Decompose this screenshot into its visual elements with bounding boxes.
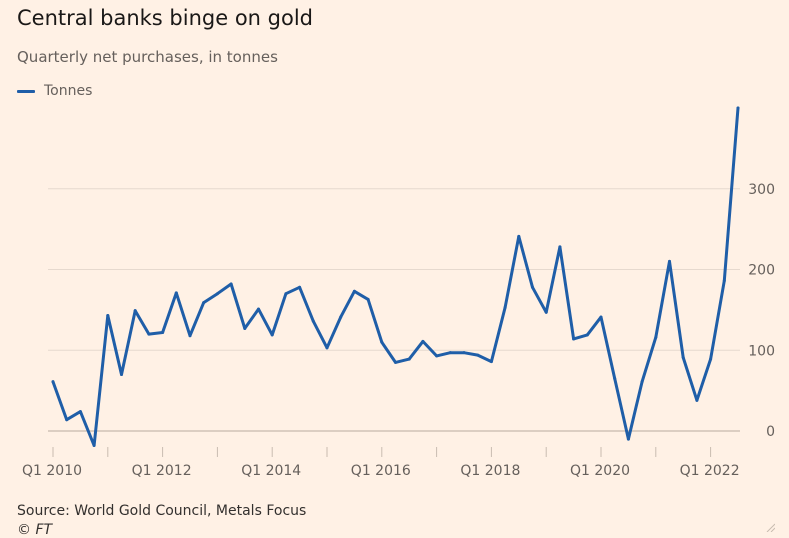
data-point [626,437,630,441]
data-point [503,305,507,309]
data-point [736,106,740,110]
data-point [133,309,137,313]
source-note: Source: World Gold Council, Metals Focus [17,503,307,519]
y-tick-label-200: 200 [748,263,775,279]
data-point [476,353,480,357]
chart-legend: Tonnes [17,82,92,100]
data-point [243,326,247,330]
x-tick-label: Q1 2014 [241,463,301,479]
data-point [311,319,315,323]
data-point [462,351,466,355]
data-point [709,357,713,361]
data-point [489,360,493,364]
data-point [339,315,343,319]
data-point [407,357,411,361]
data-point [257,307,260,311]
data-point [120,372,123,376]
grid-lines [48,188,740,351]
data-point [654,335,658,339]
data-point [174,291,178,295]
y-axis-labels: 0 100 200 300 [748,182,775,440]
data-point [695,398,699,402]
legend-label: Tonnes [44,83,93,99]
data-point [229,282,233,286]
data-point [599,315,603,319]
data-point [380,340,384,344]
resize-grip-icon [766,523,775,532]
data-point [448,351,452,355]
data-point [298,285,302,289]
series-layer [51,106,740,448]
data-point [394,360,397,364]
data-point [78,410,82,414]
data-point [585,333,589,337]
data-point [421,339,425,343]
data-point [65,418,69,422]
data-point [366,297,370,301]
chart-subtitle: Quarterly net purchases, in tonnes [17,48,278,66]
data-point [215,292,219,296]
data-point [270,333,274,337]
y-tick-label-100: 100 [748,343,775,359]
data-point [161,330,165,334]
data-point [544,310,548,314]
data-point [558,245,562,249]
data-point [106,314,110,318]
data-point [352,289,356,293]
x-tick-label: Q1 2018 [460,463,520,479]
data-point [284,292,288,296]
data-point [613,377,617,381]
data-point [531,285,534,289]
data-point [325,346,329,350]
data-point [517,234,521,238]
data-point [722,279,726,283]
data-point [640,380,644,384]
data-point [147,332,151,336]
x-axis [48,430,740,457]
legend-swatch [17,89,35,93]
data-point [681,356,685,360]
series-line-tonnes [51,106,740,447]
x-tick-label: Q1 2010 [22,463,82,479]
x-tick-label: Q1 2012 [132,463,192,479]
x-axis-labels: Q1 2010 Q1 2012 Q1 2014 Q1 2016 Q1 2018 Q1 20… [22,463,740,479]
data-point [51,380,55,384]
data-point [202,301,206,305]
x-tick-label: Q1 2016 [351,463,411,479]
data-point [668,259,671,263]
data-point [572,337,576,341]
copyright-note: © FT [17,522,53,538]
x-tick-label: Q1 2020 [570,463,630,479]
data-point [188,334,192,338]
chart-title: Central banks binge on gold [17,6,313,30]
data-point [92,444,96,448]
data-point [435,354,439,358]
y-tick-label-300: 300 [748,182,775,198]
x-tick-label: Q1 2022 [680,463,740,479]
y-tick-label-0: 0 [766,424,775,440]
